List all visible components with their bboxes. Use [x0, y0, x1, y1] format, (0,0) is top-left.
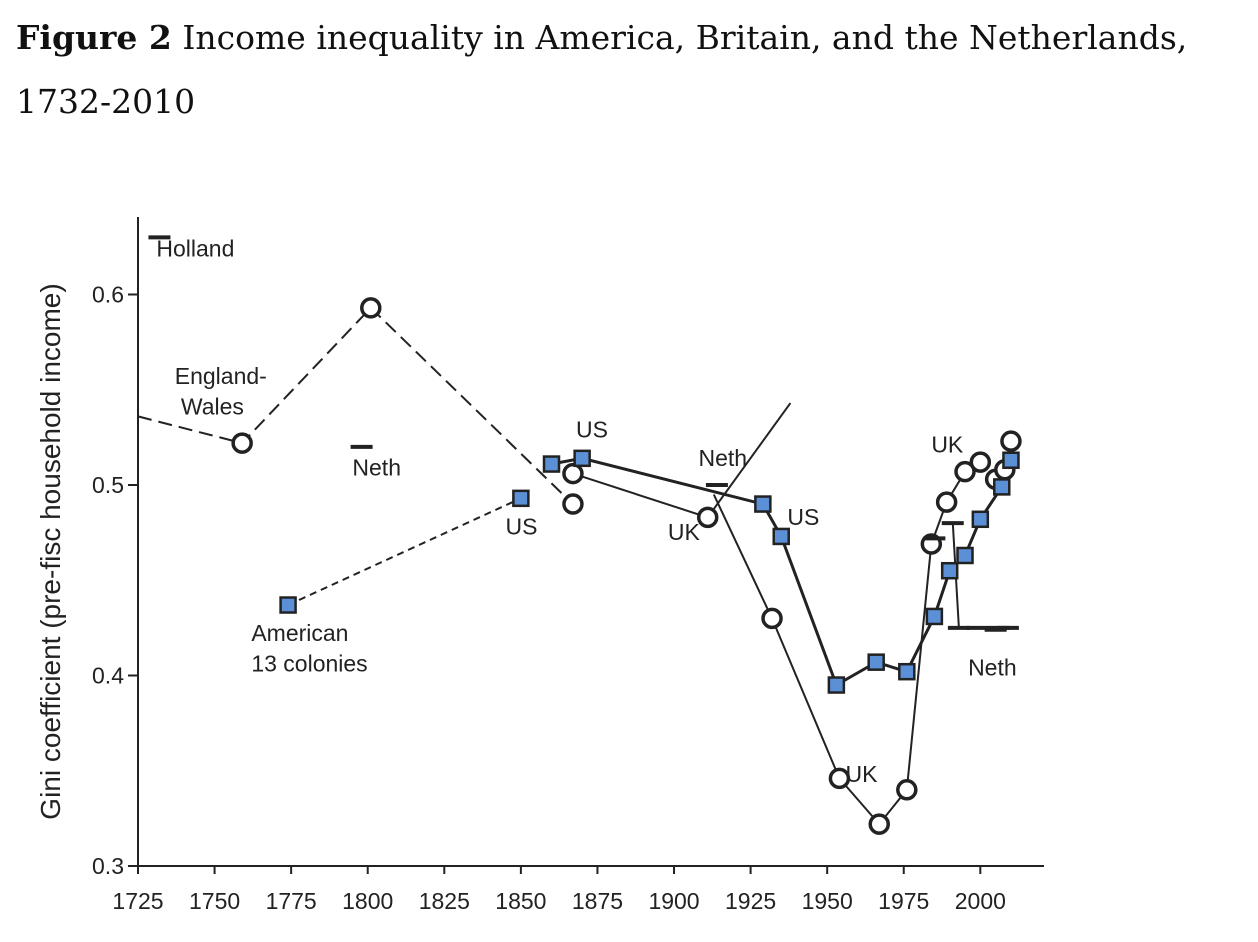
uk-data-point [828, 767, 851, 790]
uk-data-point [761, 607, 783, 630]
uk-data-point [360, 297, 382, 319]
us-data-point [754, 495, 772, 513]
us-data-point [512, 489, 530, 508]
us-data-point [956, 546, 974, 565]
figure-caption: Figure 2 Income inequality in America, B… [16, 6, 1246, 134]
y-axis-label: Gini coefficient (pre-fisc household inc… [35, 283, 66, 819]
series-annotation: US [506, 514, 538, 540]
y-tick-label: 0.6 [92, 282, 124, 308]
uk-data-point [969, 451, 992, 473]
series-annotation: US [576, 416, 608, 442]
us-data-point [867, 653, 885, 671]
series-annotation: Holland [156, 235, 234, 261]
figure-label: Figure 2 [16, 18, 172, 57]
us-data-point [898, 662, 916, 681]
neth-series-line [951, 523, 999, 629]
x-tick-label: 1825 [419, 888, 470, 914]
us-data-point [573, 449, 591, 468]
x-tick-label: 1725 [112, 888, 163, 914]
uk-data-point [868, 813, 890, 835]
x-tick-label: 1875 [572, 888, 623, 914]
series-annotation: American [251, 620, 348, 646]
series-annotation: Wales [181, 394, 244, 420]
us-data-point [940, 561, 959, 580]
series-annotation: Neth [699, 445, 748, 471]
us-data-point [772, 527, 790, 546]
y-tick-label: 0.5 [92, 472, 124, 498]
uk-data-point [1000, 430, 1022, 452]
us-data-point [971, 510, 990, 529]
x-tick-label: 1900 [648, 888, 699, 914]
series-annotation: UK [668, 519, 701, 545]
uk-data-point [954, 460, 976, 483]
uk-data-point [562, 493, 584, 515]
us-data-point [993, 478, 1011, 496]
uk-data-point [696, 506, 719, 529]
y-tick-label: 0.4 [92, 663, 124, 689]
us-data-point [925, 607, 944, 626]
x-tick-label: 1800 [342, 888, 393, 914]
us-series-line [287, 497, 522, 606]
uk-data-point [231, 432, 253, 454]
series-annotation: UK [846, 761, 879, 787]
series-annotation: UK [931, 432, 964, 458]
x-tick-label: 1925 [725, 888, 776, 914]
x-tick-label: 2000 [955, 888, 1006, 914]
series-annotation: Neth [352, 454, 401, 480]
uk-data-point [935, 491, 958, 513]
series-annotation: Neth [968, 655, 1017, 681]
series-annotation: England- [175, 363, 267, 389]
x-tick-label: 1950 [802, 888, 853, 914]
series-annotation: 13 colonies [251, 651, 367, 677]
us-data-point [542, 455, 561, 473]
x-tick-label: 1775 [266, 888, 317, 914]
uk-data-point [562, 462, 584, 485]
x-tick-label: 1975 [878, 888, 929, 914]
us-data-point [827, 676, 846, 694]
uk-data-point [896, 779, 918, 801]
figure-title: Income inequality in America, Britain, a… [16, 18, 1188, 121]
x-tick-label: 1750 [189, 888, 240, 914]
us-data-point [1002, 451, 1020, 469]
x-tick-label: 1850 [495, 888, 546, 914]
uk-series-line [137, 306, 574, 505]
series-annotation: US [787, 504, 819, 530]
us-data-point [279, 596, 297, 614]
y-tick-label: 0.3 [92, 853, 124, 879]
